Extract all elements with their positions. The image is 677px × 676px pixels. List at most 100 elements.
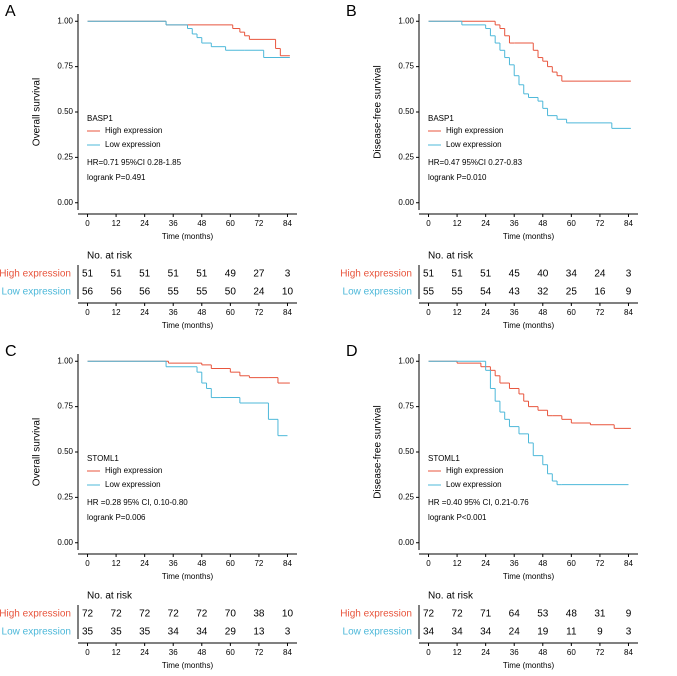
risk-count: 34: [196, 627, 208, 638]
risk-count: 32: [537, 287, 549, 298]
risk-count: 25: [566, 287, 578, 298]
x-tick-label: 84: [283, 559, 292, 568]
y-tick-label: 0.50: [57, 447, 73, 456]
risk-x-tick-label: 12: [112, 648, 121, 657]
y-axis-label: Disease-free survival: [373, 405, 384, 498]
risk-count: 64: [509, 609, 521, 620]
risk-x-tick-label: 24: [140, 648, 149, 657]
risk-count: 45: [509, 269, 521, 280]
annotation: HR=0.47 95%CI 0.27-0.83: [428, 158, 523, 167]
risk-count: 49: [225, 269, 237, 280]
x-tick-label: 36: [169, 559, 178, 568]
risk-x-tick-label: 0: [85, 648, 90, 657]
risk-x-tick-label: 60: [226, 648, 235, 657]
risk-count: 27: [253, 269, 265, 280]
risk-title: No. at risk: [428, 591, 474, 602]
risk-count: 34: [423, 627, 435, 638]
risk-x-tick-label: 36: [510, 648, 519, 657]
panel-label: D: [346, 343, 358, 360]
annotation: logrank P=0.491: [87, 173, 146, 182]
x-tick-label: 12: [453, 559, 462, 568]
y-axis-label: Overall survival: [32, 78, 43, 146]
x-tick-label: 24: [481, 559, 490, 568]
risk-x-axis-label: Time (months): [503, 661, 555, 670]
risk-count: 56: [82, 287, 94, 298]
x-tick-label: 48: [538, 219, 547, 228]
x-tick-label: 84: [283, 219, 292, 228]
risk-x-tick-label: 36: [510, 308, 519, 317]
risk-count: 19: [537, 627, 549, 638]
risk-count: 51: [196, 269, 208, 280]
x-tick-label: 36: [510, 559, 519, 568]
panel-label: C: [5, 343, 17, 360]
risk-count: 24: [253, 287, 265, 298]
risk-count: 56: [111, 287, 123, 298]
y-tick-label: 0.25: [398, 152, 414, 161]
risk-count: 34: [452, 627, 464, 638]
legend-label: Low expression: [105, 140, 161, 149]
risk-count: 72: [423, 609, 435, 620]
x-tick-label: 0: [85, 219, 90, 228]
risk-count: 55: [196, 287, 208, 298]
y-tick-label: 0.50: [398, 107, 414, 116]
legend-title: BASP1: [428, 114, 454, 123]
x-tick-label: 0: [426, 559, 431, 568]
risk-count: 72: [111, 609, 123, 620]
risk-x-tick-label: 84: [624, 308, 633, 317]
legend-label: High expression: [105, 466, 162, 475]
risk-count: 35: [139, 627, 151, 638]
x-tick-label: 24: [481, 219, 490, 228]
risk-x-axis-label: Time (months): [162, 661, 214, 670]
x-tick-label: 12: [453, 219, 462, 228]
risk-x-axis-label: Time (months): [503, 321, 555, 330]
risk-x-tick-label: 12: [112, 308, 121, 317]
y-tick-label: 1.00: [57, 356, 73, 365]
risk-x-tick-label: 48: [197, 648, 206, 657]
x-tick-label: 48: [538, 559, 547, 568]
legend-label: High expression: [446, 126, 503, 135]
legend-title: BASP1: [87, 114, 113, 123]
risk-title: No. at risk: [87, 591, 133, 602]
y-tick-label: 0.25: [57, 152, 73, 161]
x-tick-label: 60: [567, 219, 576, 228]
risk-x-tick-label: 84: [283, 308, 292, 317]
x-tick-label: 60: [567, 559, 576, 568]
risk-count: 34: [566, 269, 578, 280]
risk-count: 3: [626, 269, 632, 280]
annotation: HR =0.40 95% CI, 0.21-0.76: [428, 498, 529, 507]
risk-count: 3: [285, 627, 291, 638]
annotation: HR =0.28 95% CI, 0.10-0.80: [87, 498, 188, 507]
x-tick-label: 0: [85, 559, 90, 568]
risk-x-tick-label: 0: [85, 308, 90, 317]
legend-label: High expression: [105, 126, 162, 135]
x-axis-label: Time (months): [162, 232, 214, 241]
x-tick-label: 24: [140, 219, 149, 228]
risk-count: 51: [452, 269, 464, 280]
risk-count: 34: [480, 627, 492, 638]
risk-x-tick-label: 12: [453, 308, 462, 317]
risk-row-name: Low expression: [2, 627, 71, 638]
risk-count: 51: [111, 269, 123, 280]
risk-x-tick-label: 84: [624, 648, 633, 657]
risk-count: 24: [509, 627, 521, 638]
risk-count: 48: [566, 609, 578, 620]
risk-count: 54: [480, 287, 492, 298]
risk-count: 51: [168, 269, 180, 280]
y-tick-label: 0.25: [398, 492, 414, 501]
risk-count: 56: [139, 287, 151, 298]
y-tick-label: 0.00: [57, 198, 73, 207]
risk-count: 72: [196, 609, 208, 620]
risk-x-tick-label: 60: [226, 308, 235, 317]
risk-x-tick-label: 72: [254, 308, 263, 317]
x-tick-label: 72: [254, 559, 263, 568]
risk-count: 3: [626, 627, 632, 638]
y-tick-label: 0.00: [398, 198, 414, 207]
legend-title: STOML1: [87, 454, 119, 463]
annotation: logrank P<0.001: [428, 513, 487, 522]
x-tick-label: 84: [624, 559, 633, 568]
risk-count: 53: [537, 609, 549, 620]
risk-title: No. at risk: [87, 251, 133, 262]
x-tick-label: 72: [254, 219, 263, 228]
